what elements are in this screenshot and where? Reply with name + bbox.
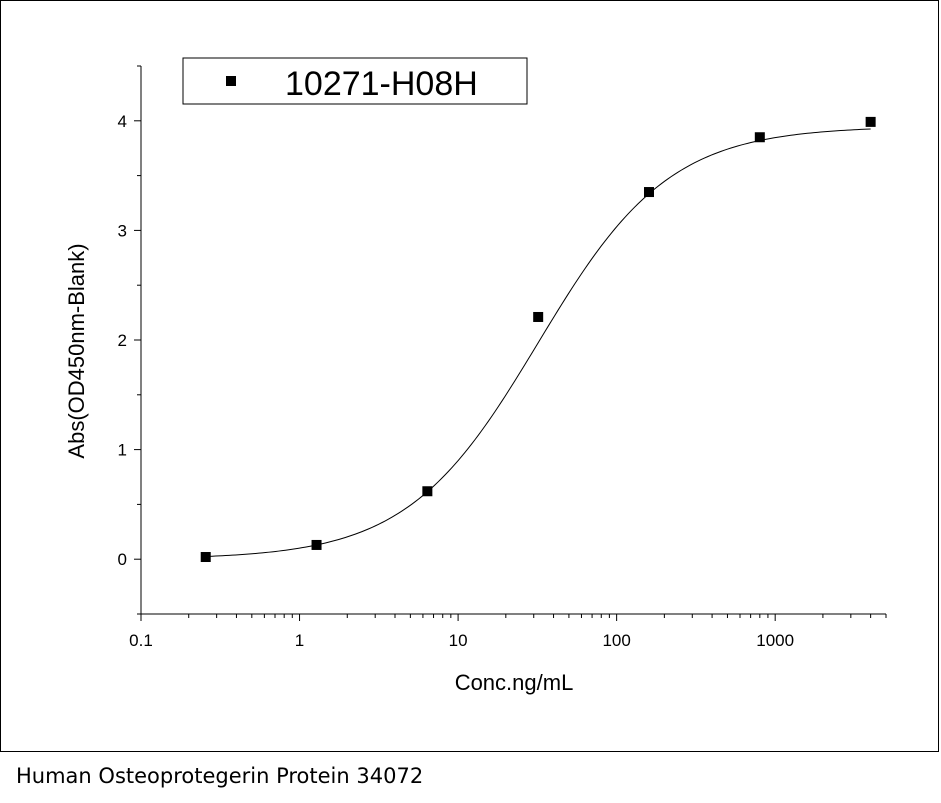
data-point: [865, 116, 876, 127]
chart-frame: [0, 0, 939, 752]
y-tick-label: 2: [118, 331, 127, 350]
legend: 10271-H08H: [182, 57, 528, 105]
x-tick-label: 100: [602, 631, 630, 650]
data-point: [643, 187, 654, 198]
x-tick-label: 1000: [756, 631, 794, 650]
data-point: [754, 132, 765, 143]
legend-label: 10271-H08H: [285, 65, 478, 103]
x-axis-title: Conc.ng/mL: [455, 670, 574, 695]
x-tick-label: 0.1: [129, 631, 153, 650]
legend-box: [182, 57, 528, 105]
data-point: [422, 486, 433, 497]
chart-svg: 0 1 2 3 4 0.1 1 10 100 1000 10271-H08H Conc.ng/mL…: [64, 57, 887, 695]
legend-marker: [226, 76, 236, 86]
y-tick-label: 0: [118, 550, 127, 569]
x-tick-label: 1: [295, 631, 304, 650]
y-tick-label: 4: [118, 112, 127, 131]
data-point: [533, 311, 544, 322]
fit-layer: [205, 128, 871, 557]
data-point: [200, 552, 211, 563]
data-point: [311, 539, 322, 550]
y-axis-title: Abs(OD450nm-Blank): [64, 243, 89, 458]
points-layer: [200, 116, 876, 563]
fit-curve: [205, 128, 871, 557]
y-tick-label: 3: [118, 221, 127, 240]
figure-caption: Human Osteoprotegerin Protein 34072: [16, 764, 424, 788]
y-tick-label: 1: [118, 441, 127, 460]
axes: 0 1 2 3 4 0.1 1 10 100 1000: [118, 65, 887, 650]
x-tick-label: 10: [449, 631, 468, 650]
